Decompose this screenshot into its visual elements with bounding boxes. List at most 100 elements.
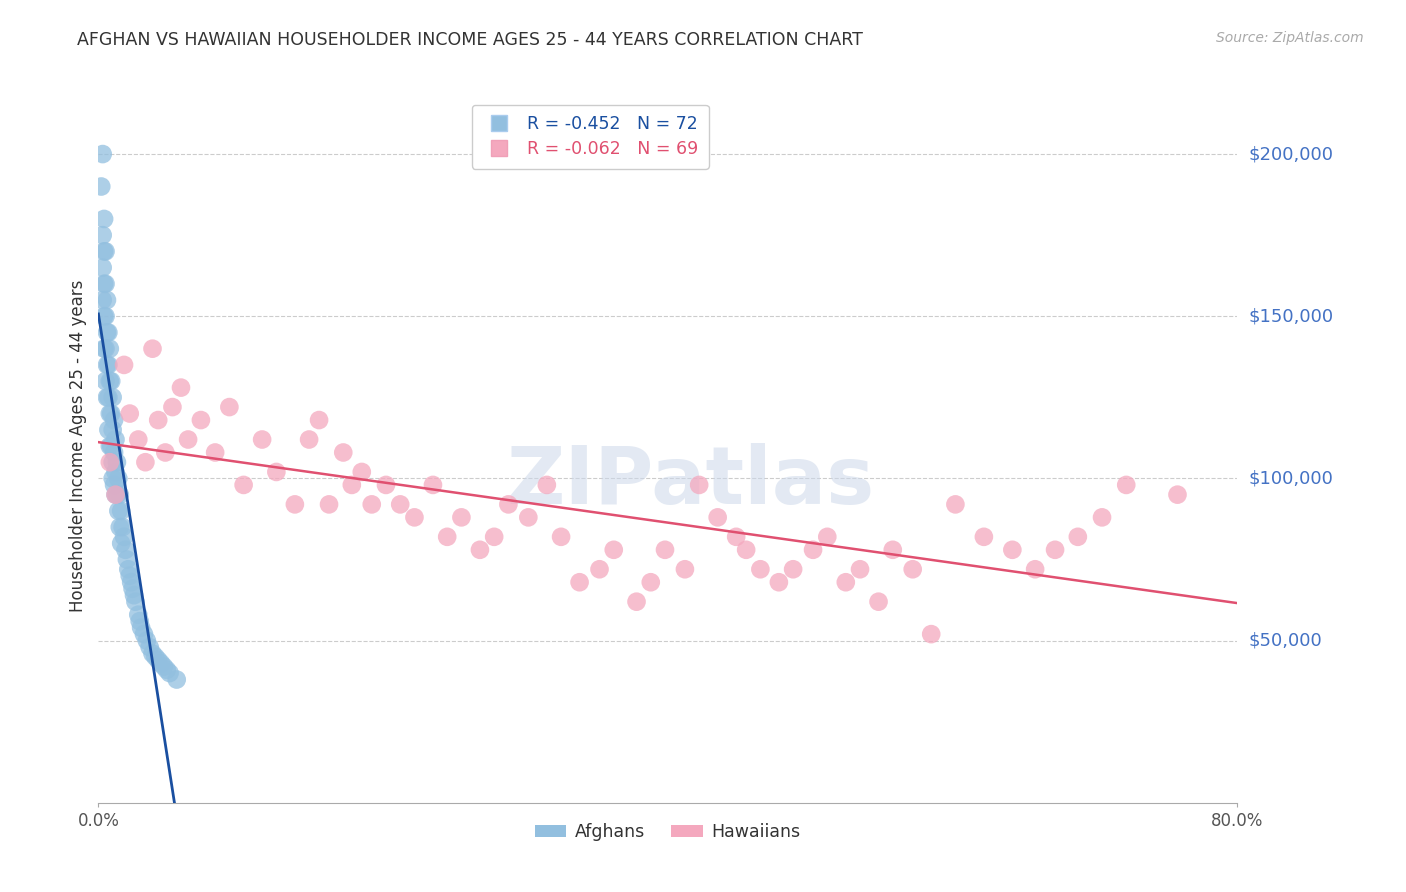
Point (640, 575, 662, 590)
Point (945, 497, 967, 511)
Point (204, 445, 226, 459)
Point (1115, 478, 1137, 492)
Legend: Afghans, Hawaiians: Afghans, Hawaiians (529, 816, 807, 847)
Point (108, 488, 131, 502)
Point (1024, 562, 1046, 576)
Point (159, 666, 181, 681)
Point (232, 478, 254, 492)
Point (127, 433, 149, 447)
Point (134, 455, 156, 469)
Point (115, 552, 138, 566)
Point (145, 649, 167, 664)
Point (104, 488, 127, 502)
Text: AFGHAN VS HAWAIIAN HOUSEHOLDER INCOME AGES 25 - 44 YEARS CORRELATION CHART: AFGHAN VS HAWAIIAN HOUSEHOLDER INCOME AG… (77, 31, 863, 49)
Point (468, 542, 491, 557)
Point (129, 621, 152, 635)
Point (124, 595, 146, 609)
Point (404, 510, 426, 524)
Point (100, 439, 122, 453)
Point (105, 488, 128, 502)
Point (360, 497, 382, 511)
Point (112, 530, 135, 544)
Point (97, 326, 120, 340)
Point (101, 471, 124, 485)
Point (517, 510, 540, 524)
Point (138, 640, 160, 654)
Point (117, 562, 139, 576)
Point (128, 614, 150, 628)
Point (94, 374, 117, 388)
Point (536, 478, 558, 492)
Point (112, 358, 135, 372)
Point (121, 582, 143, 596)
Point (155, 445, 177, 459)
Point (749, 562, 772, 576)
Point (901, 562, 924, 576)
Point (973, 530, 995, 544)
Y-axis label: Householder Income Ages 25 - 44 years: Householder Income Ages 25 - 44 years (69, 280, 87, 612)
Point (104, 433, 127, 447)
Point (308, 413, 330, 427)
Point (250, 433, 273, 447)
Point (98, 439, 121, 453)
Point (350, 465, 373, 479)
Point (97, 390, 120, 404)
Point (94, 244, 117, 259)
Point (162, 400, 184, 414)
Point (170, 381, 193, 395)
Point (90, 179, 112, 194)
Point (122, 588, 145, 602)
Point (108, 520, 131, 534)
Point (135, 633, 157, 648)
Point (93, 211, 115, 226)
Point (98, 407, 121, 421)
Text: ZIPatlas: ZIPatlas (506, 442, 875, 521)
Point (100, 407, 122, 421)
Point (120, 575, 142, 590)
Text: $150,000: $150,000 (1249, 307, 1333, 326)
Point (104, 488, 127, 502)
Point (735, 542, 758, 557)
Point (94, 277, 117, 291)
Point (110, 504, 132, 518)
Point (298, 433, 321, 447)
Point (218, 400, 240, 414)
Point (1166, 488, 1188, 502)
Point (104, 465, 127, 479)
Point (375, 478, 398, 492)
Point (98, 455, 121, 469)
Point (626, 595, 648, 609)
Point (98, 374, 121, 388)
Point (148, 413, 170, 427)
Point (110, 536, 132, 550)
Point (588, 562, 610, 576)
Point (849, 562, 872, 576)
Point (101, 423, 124, 437)
Point (127, 607, 149, 622)
Point (153, 659, 176, 673)
Point (568, 575, 591, 590)
Point (284, 497, 307, 511)
Point (91, 260, 114, 275)
Point (868, 595, 890, 609)
Point (96, 326, 118, 340)
Text: $50,000: $50,000 (1249, 632, 1322, 649)
Point (389, 497, 412, 511)
Point (768, 575, 790, 590)
Point (103, 478, 125, 492)
Point (1091, 510, 1114, 524)
Point (782, 562, 804, 576)
Point (340, 478, 363, 492)
Point (148, 653, 170, 667)
Point (156, 663, 179, 677)
Point (190, 413, 212, 427)
Point (450, 510, 472, 524)
Point (97, 423, 120, 437)
Point (498, 497, 520, 511)
Point (436, 530, 458, 544)
Point (1067, 530, 1090, 544)
Point (801, 542, 824, 557)
Point (96, 358, 118, 372)
Point (105, 455, 128, 469)
Text: Source: ZipAtlas.com: Source: ZipAtlas.com (1216, 31, 1364, 45)
